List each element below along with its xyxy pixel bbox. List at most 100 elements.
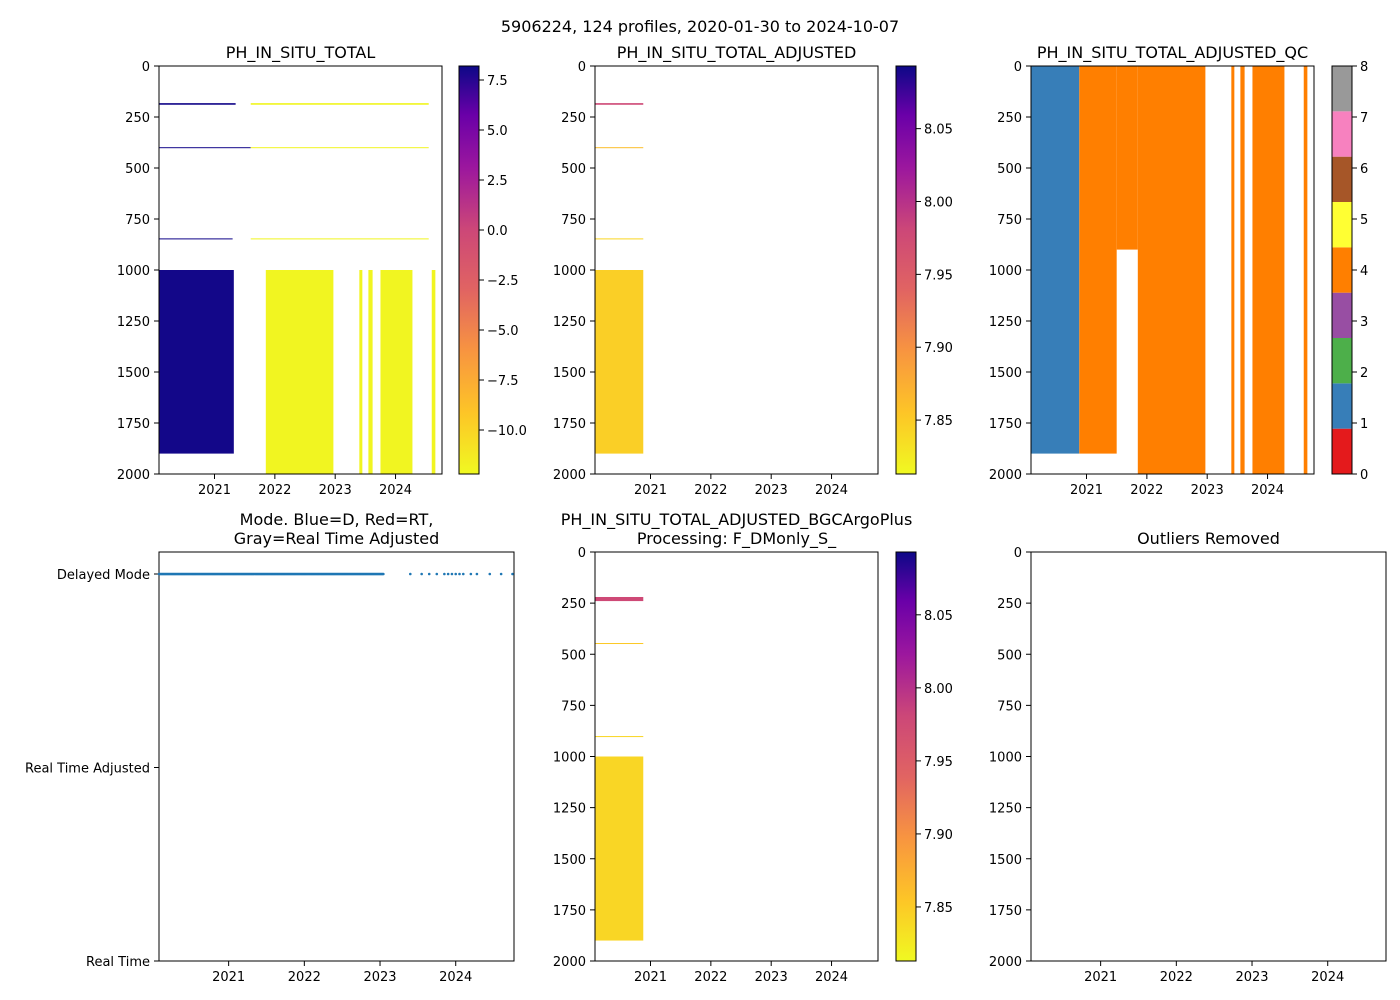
chart-p5-colorbar-tick-label: 8.00 xyxy=(924,682,953,697)
chart-p5-ytick-label: 250 xyxy=(561,597,586,612)
chart-p1-colorbar-tick-label: −7.5 xyxy=(487,374,519,389)
chart-p3: PH_IN_SITU_TOTAL_ADJUSTED_QC 2021 2022 2023… xyxy=(989,43,1368,498)
chart-p4-title: Gray=Real Time Adjusted xyxy=(234,529,440,548)
chart-p6-xtick-label: 2023 xyxy=(1235,970,1268,985)
chart-p3-plot-area xyxy=(1031,66,1308,474)
chart-p3-ytick-label: 250 xyxy=(997,111,1022,126)
chart-p3-ytick-label: 0 xyxy=(1014,60,1022,75)
chart-p1-ytick-label: 1250 xyxy=(117,315,150,330)
chart-p2-xtick-label: 2022 xyxy=(694,483,727,498)
chart-p5-xtick-label: 2024 xyxy=(815,970,848,985)
chart-p6-ytick-label: 1000 xyxy=(989,751,1022,766)
chart-p3-xtick-label: 2021 xyxy=(1070,483,1103,498)
chart-p1-cell xyxy=(380,270,413,474)
chart-p1-ytick-label: 2000 xyxy=(117,468,150,483)
chart-p3-colorbar-swatch xyxy=(1332,247,1352,293)
chart-p5-colorbar-tick-label: 8.05 xyxy=(924,609,953,624)
chart-p6-ytick-label: 750 xyxy=(997,699,1022,714)
chart-p2-ytick-label: 2000 xyxy=(553,468,586,483)
chart-p4-point xyxy=(488,572,492,576)
chart-p3-colorbar-swatch xyxy=(1332,156,1352,202)
chart-p3-ytick-label: 500 xyxy=(997,162,1022,177)
chart-p5-ytick-label: 500 xyxy=(561,648,586,663)
chart-p3-colorbar-swatch xyxy=(1332,66,1352,112)
chart-p2-colorbar-tick-label: 7.85 xyxy=(924,414,953,429)
chart-p1-colorbar-tick-label: 5.0 xyxy=(487,124,508,139)
chart-p2-colorbar-tick-label: 8.05 xyxy=(924,123,953,138)
chart-p2-plot-area xyxy=(595,103,644,454)
chart-p1-cell xyxy=(250,147,429,149)
chart-p5-plot-area xyxy=(595,596,644,941)
chart-p1-colorbar-tick-label: −5.0 xyxy=(487,324,519,339)
chart-p1-cell xyxy=(250,103,429,105)
chart-p2-xtick-label: 2024 xyxy=(815,483,848,498)
chart-p6-xtick-label: 2022 xyxy=(1160,970,1193,985)
chart-p1-cell xyxy=(159,147,251,149)
chart-p3-ytick-label: 2000 xyxy=(989,468,1022,483)
chart-p2-xtick-label: 2021 xyxy=(634,483,667,498)
chart-p2-ytick-label: 750 xyxy=(561,213,586,228)
chart-p4-point xyxy=(446,572,450,576)
chart-p6-xtick-label: 2024 xyxy=(1311,970,1344,985)
chart-p6-frame xyxy=(1030,551,1387,962)
chart-p4-xtick-label: 2021 xyxy=(212,970,245,985)
chart-p4-ytick-label: Real Time Adjusted xyxy=(25,762,150,777)
chart-p3-colorbar-tick-label: 8 xyxy=(1360,60,1368,75)
chart-p1-ytick-label: 0 xyxy=(142,60,150,75)
chart-p2-colorbar-tick-label: 8.00 xyxy=(924,196,953,211)
chart-p5-cell xyxy=(595,756,644,941)
chart-p6-title: Outliers Removed xyxy=(1137,529,1280,548)
chart-p5-title: PH_IN_SITU_TOTAL_ADJUSTED_BGCArgoPlus xyxy=(561,510,913,530)
chart-p4-point xyxy=(420,572,423,576)
chart-p5-colorbar xyxy=(895,551,917,962)
chart-p4-title: Mode. Blue=D, Red=RT, xyxy=(240,510,434,529)
chart-p4-point xyxy=(469,572,473,576)
chart-p4-ytick-label: Real Time xyxy=(86,955,150,970)
chart-p4-xtick-label: 2023 xyxy=(363,970,396,985)
chart-p5-colorbar-tick-label: 7.90 xyxy=(924,828,953,843)
chart-p2-cell xyxy=(595,238,644,240)
chart-p4-point xyxy=(443,572,446,576)
chart-p4-xtick-label: 2022 xyxy=(288,970,321,985)
chart-p3-colorbar-tick-label: 2 xyxy=(1360,366,1368,381)
chart-p5-ytick-label: 1000 xyxy=(553,751,586,766)
chart-p3-colorbar-swatch xyxy=(1332,383,1352,429)
chart-p1-xtick-label: 2024 xyxy=(379,483,412,498)
chart-p4-point xyxy=(475,572,479,576)
chart-p3-ytick-label: 1250 xyxy=(989,315,1022,330)
chart-p1-cell xyxy=(265,270,334,474)
chart-p4-point xyxy=(499,572,503,576)
chart-p5-ytick-label: 1250 xyxy=(553,802,586,817)
chart-p3-colorbar-tick-label: 0 xyxy=(1360,468,1368,483)
chart-p2-cell xyxy=(595,147,644,149)
chart-p1-cell xyxy=(250,238,429,240)
chart-p2-cell xyxy=(595,103,644,105)
chart-p3-colorbar-tick-label: 5 xyxy=(1360,213,1368,228)
chart-p1-ytick-label: 750 xyxy=(125,213,150,228)
chart-p6-ytick-label: 1500 xyxy=(989,853,1022,868)
chart-p5-ytick-label: 2000 xyxy=(553,955,586,970)
chart-p4-ytick-label: Delayed Mode xyxy=(57,568,150,583)
chart-p3-title: PH_IN_SITU_TOTAL_ADJUSTED_QC xyxy=(1037,43,1308,63)
chart-p1-title: PH_IN_SITU_TOTAL xyxy=(226,43,376,63)
chart-p2-xtick-label: 2023 xyxy=(755,483,788,498)
chart-p5-colorbar-tick-label: 7.95 xyxy=(924,755,953,770)
chart-p3-colorbar-tick-label: 4 xyxy=(1360,264,1368,279)
chart-p4-point xyxy=(435,572,439,576)
chart-p5-xtick-label: 2023 xyxy=(755,970,788,985)
chart-p2-ytick-label: 250 xyxy=(561,111,586,126)
chart-p1-colorbar-tick-label: 0.0 xyxy=(487,224,508,239)
chart-p6-ytick-label: 250 xyxy=(997,597,1022,612)
chart-p3-colorbar-tick-label: 7 xyxy=(1360,111,1368,126)
chart-p3-cell xyxy=(1231,66,1235,474)
chart-p4-point xyxy=(511,572,514,576)
chart-p3-ytick-label: 750 xyxy=(997,213,1022,228)
chart-p1-cell xyxy=(159,238,233,240)
chart-p1-colorbar-tick-label: 7.5 xyxy=(487,74,508,89)
chart-p1-ytick-label: 500 xyxy=(125,162,150,177)
chart-p1-cell xyxy=(159,103,236,105)
chart-p3-xtick-label: 2024 xyxy=(1251,483,1284,498)
chart-p3-colorbar-swatch xyxy=(1332,338,1352,384)
chart-p4-point xyxy=(409,572,412,576)
chart-p4-point xyxy=(382,572,385,576)
